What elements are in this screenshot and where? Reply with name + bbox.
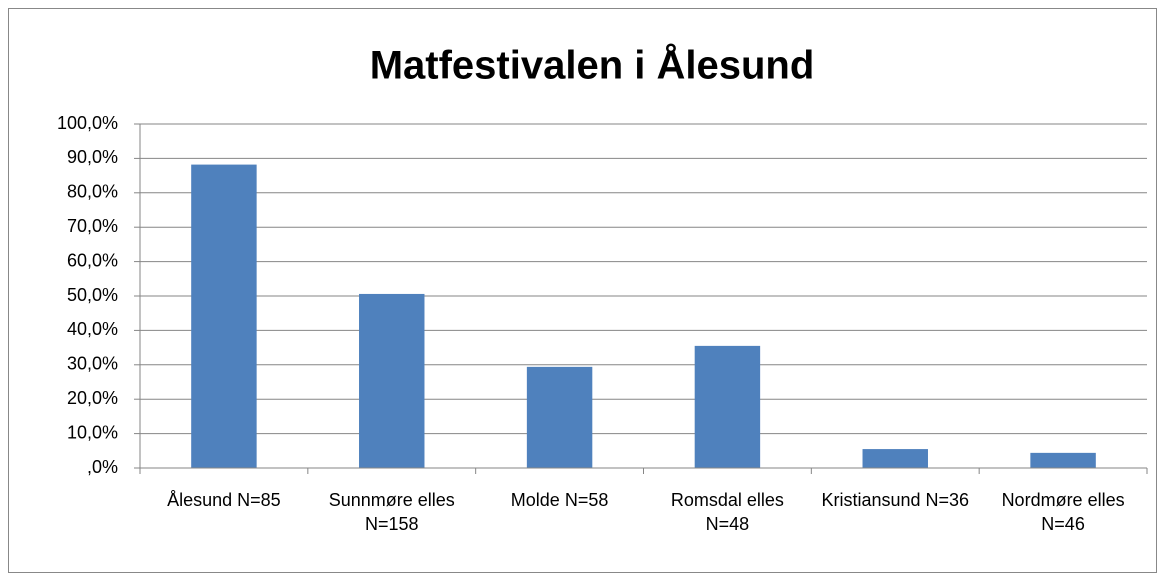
x-tick-label: Kristiansund N=36: [821, 490, 970, 510]
bar: [1030, 452, 1096, 468]
bar: [694, 345, 761, 468]
y-tick-label: 100,0%: [57, 113, 118, 133]
y-tick-label: 30,0%: [67, 354, 118, 374]
bar: [526, 366, 593, 468]
x-tick-label: Ålesund N=85: [167, 490, 281, 510]
y-tick-label: 50,0%: [67, 285, 118, 305]
y-tick-label: ,0%: [87, 457, 118, 477]
y-tick-label: 10,0%: [67, 422, 118, 442]
y-tick-label: 80,0%: [67, 182, 118, 202]
chart-title: Matfestivalen i Ålesund: [370, 43, 815, 88]
x-tick-label: Molde N=58: [510, 490, 609, 510]
bar: [862, 449, 928, 468]
y-tick-label: 40,0%: [67, 319, 118, 339]
x-tick-label: Sunnmøre elles N=158: [328, 490, 455, 534]
x-tick-label: Nordmøre elles N=46: [1001, 490, 1125, 534]
x-tick-label: Romsdal elles N=48: [670, 490, 784, 534]
y-tick-label: 90,0%: [67, 147, 118, 167]
y-tick-label: 70,0%: [67, 216, 118, 236]
bar: [359, 293, 425, 468]
y-tick-label: 60,0%: [67, 250, 118, 270]
bar: [191, 164, 257, 469]
y-tick-label: 20,0%: [67, 388, 118, 408]
